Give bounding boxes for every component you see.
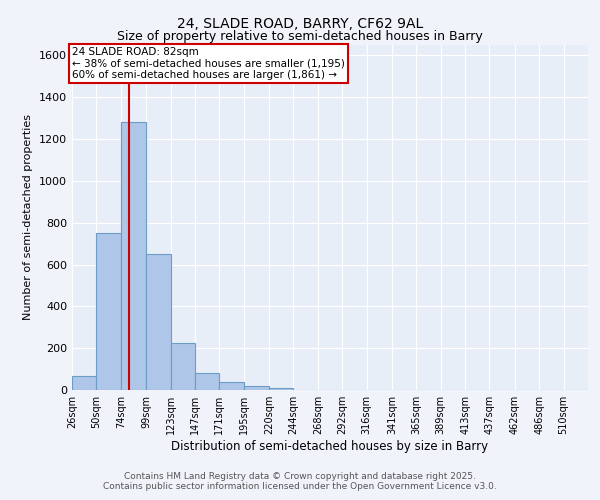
Bar: [244, 386, 269, 390]
Bar: [121, 122, 146, 390]
Bar: [72, 376, 97, 390]
Bar: [195, 374, 219, 390]
Bar: [170, 343, 195, 390]
Bar: [269, 388, 293, 390]
Text: Size of property relative to semi-detached houses in Barry: Size of property relative to semi-detach…: [117, 30, 483, 43]
Bar: [146, 254, 170, 390]
Text: 24, SLADE ROAD, BARRY, CF62 9AL: 24, SLADE ROAD, BARRY, CF62 9AL: [177, 18, 423, 32]
Bar: [97, 233, 121, 390]
Y-axis label: Number of semi-detached properties: Number of semi-detached properties: [23, 114, 34, 320]
Bar: [219, 382, 244, 390]
X-axis label: Distribution of semi-detached houses by size in Barry: Distribution of semi-detached houses by …: [172, 440, 488, 453]
Text: 24 SLADE ROAD: 82sqm
← 38% of semi-detached houses are smaller (1,195)
60% of se: 24 SLADE ROAD: 82sqm ← 38% of semi-detac…: [72, 47, 345, 80]
Text: Contains HM Land Registry data © Crown copyright and database right 2025.
Contai: Contains HM Land Registry data © Crown c…: [103, 472, 497, 491]
